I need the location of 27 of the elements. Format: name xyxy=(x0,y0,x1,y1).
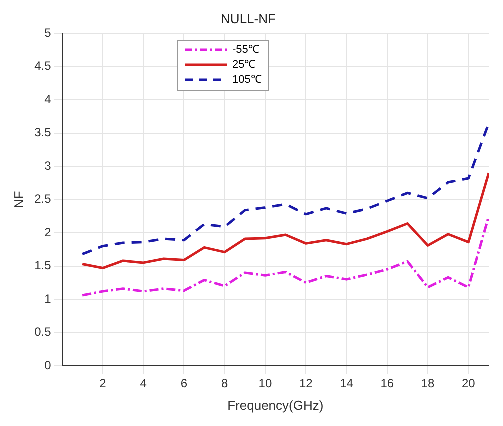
y-tick-label: 2.5 xyxy=(34,192,52,206)
legend-label: -55℃ xyxy=(232,42,260,58)
x-tick-label: 14 xyxy=(340,376,354,391)
y-tick-label: 5 xyxy=(44,26,52,40)
x-tick-label: 10 xyxy=(258,376,272,391)
y-tick-label: 3.5 xyxy=(34,126,52,140)
x-tick-label: 6 xyxy=(180,376,188,391)
legend-label: 105℃ xyxy=(232,72,262,88)
y-tick-label: 4.5 xyxy=(34,59,52,74)
y-tick-label: 2 xyxy=(44,225,52,240)
x-tick-label: 4 xyxy=(140,376,148,391)
x-tick-label: 18 xyxy=(421,376,436,391)
x-tick-label: 16 xyxy=(380,376,394,391)
y-axis-title: NF xyxy=(11,191,26,208)
chart-title: NULL-NF xyxy=(221,11,276,26)
x-axis-title: Frequency(GHz) xyxy=(228,398,324,413)
x-tick-label: 2 xyxy=(100,376,107,391)
y-tick-label: 0.5 xyxy=(34,325,52,340)
y-tick-label: 1.5 xyxy=(34,258,52,273)
x-tick-label: 8 xyxy=(221,376,228,391)
y-tick-label: 3 xyxy=(44,158,52,173)
y-tick-label: 4 xyxy=(44,92,52,106)
y-tick-label: 1 xyxy=(44,292,52,306)
y-tick-label: 0 xyxy=(44,358,52,372)
legend-label: 25℃ xyxy=(232,58,256,73)
x-tick-label: 12 xyxy=(299,376,314,391)
x-tick-label: 20 xyxy=(462,376,476,391)
